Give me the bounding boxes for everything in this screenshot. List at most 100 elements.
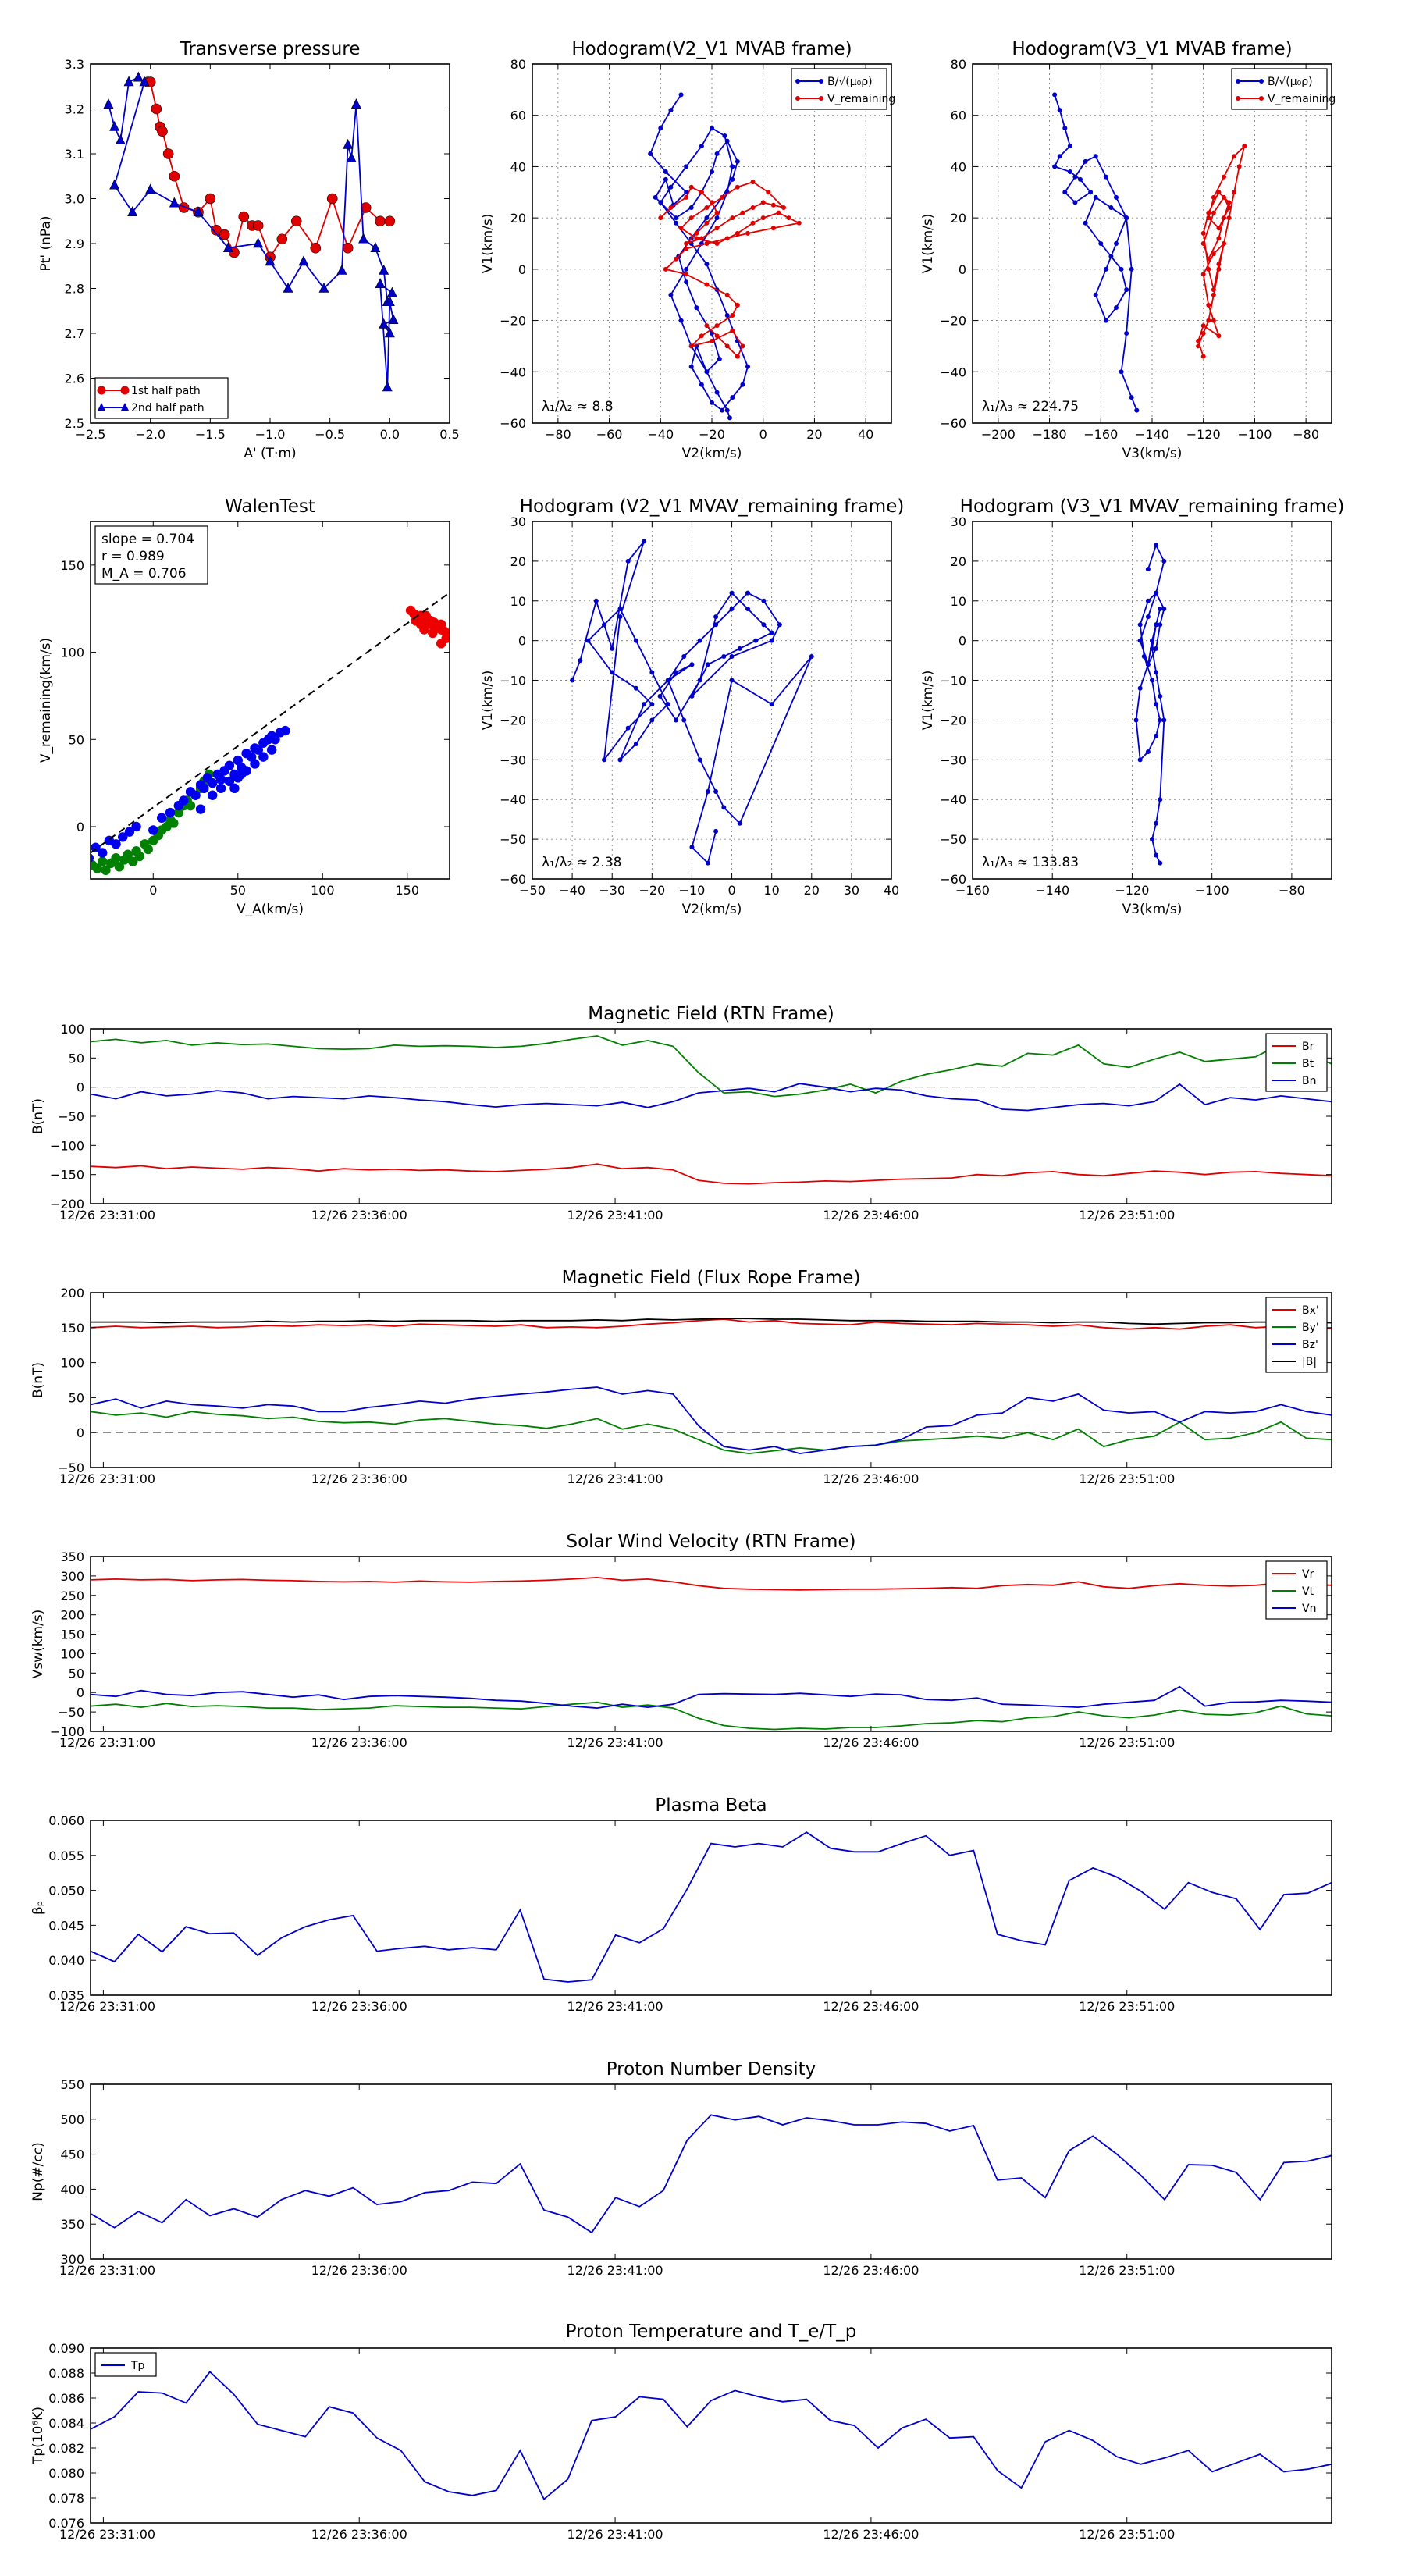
x-tick-label: 12/26 23:36:00 bbox=[311, 1471, 407, 1486]
data-point bbox=[101, 865, 111, 876]
data-point bbox=[165, 807, 176, 818]
data-point bbox=[713, 789, 719, 795]
data-point bbox=[215, 774, 226, 785]
y-tick-label: −20 bbox=[940, 713, 966, 728]
series-line-b bbox=[571, 540, 813, 865]
legend-label: 1st half path bbox=[131, 385, 201, 397]
plot-area bbox=[91, 1035, 1332, 1185]
series-line--b- bbox=[91, 1318, 1332, 1325]
y-tick-label: −10 bbox=[500, 674, 526, 688]
data-point bbox=[143, 844, 154, 855]
data-point bbox=[1088, 190, 1094, 195]
data-point bbox=[668, 292, 674, 297]
data-point bbox=[1200, 272, 1206, 277]
data-point bbox=[1206, 302, 1211, 308]
data-point bbox=[1103, 318, 1108, 323]
y-tick-label: −20 bbox=[500, 314, 526, 329]
x-tick-label: 12/26 23:36:00 bbox=[311, 2263, 407, 2278]
y-tick-label: −40 bbox=[940, 365, 966, 379]
legend-marker bbox=[795, 96, 800, 101]
data-point bbox=[1232, 154, 1237, 159]
data-point bbox=[665, 678, 670, 683]
y-tick-label: 0.084 bbox=[48, 2416, 84, 2431]
x-tick-label: 12/26 23:36:00 bbox=[311, 1999, 407, 2014]
data-point bbox=[1236, 164, 1242, 169]
data-point bbox=[761, 598, 767, 603]
legend-label: Vn bbox=[1302, 1603, 1316, 1615]
data-point bbox=[668, 184, 674, 190]
axes-frame bbox=[972, 521, 1332, 880]
x-tick-label: −60 bbox=[596, 427, 623, 442]
data-point bbox=[1154, 852, 1159, 858]
y-tick-label: 150 bbox=[60, 1628, 84, 1642]
data-point bbox=[358, 233, 369, 244]
data-point bbox=[1206, 215, 1211, 221]
data-point bbox=[730, 328, 735, 333]
data-point bbox=[1072, 174, 1078, 180]
x-tick-label: −80 bbox=[1293, 427, 1319, 442]
chart-panel-tp: Proton Temperature and T_e/T_p 12/26 23:3… bbox=[30, 2322, 1332, 2542]
x-tick-label: 150 bbox=[395, 883, 419, 898]
data-point bbox=[326, 193, 338, 205]
data-point bbox=[1141, 654, 1147, 660]
data-point bbox=[1206, 266, 1211, 272]
data-point bbox=[737, 820, 742, 826]
data-point bbox=[694, 305, 699, 311]
data-point bbox=[1114, 305, 1119, 311]
data-point bbox=[384, 327, 395, 338]
data-point bbox=[253, 745, 264, 755]
data-point bbox=[91, 853, 94, 863]
y-tick-label: 0.090 bbox=[48, 2341, 84, 2356]
y-tick-label: −50 bbox=[58, 1461, 84, 1475]
legend-label: Tp bbox=[130, 2360, 145, 2372]
data-point bbox=[1211, 318, 1216, 323]
data-point bbox=[610, 646, 615, 651]
data-point bbox=[699, 333, 704, 339]
data-point bbox=[678, 226, 684, 231]
y-tick-label: −40 bbox=[940, 792, 966, 807]
data-point bbox=[252, 220, 264, 231]
data-point bbox=[346, 152, 357, 163]
y-tick-label: 500 bbox=[60, 2112, 84, 2127]
data-point bbox=[253, 237, 264, 248]
chart-panel-np: Proton Number Density 12/26 23:31:00 12/26… bbox=[30, 2059, 1332, 2278]
y-tick-label: 40 bbox=[510, 159, 526, 174]
x-tick-label: 12/26 23:41:00 bbox=[567, 1208, 663, 1222]
series-line-br bbox=[91, 1163, 1332, 1185]
data-point bbox=[674, 717, 678, 723]
data-point bbox=[111, 852, 121, 863]
series-line-vn bbox=[91, 1685, 1332, 1710]
y-tick-label: −50 bbox=[940, 832, 966, 847]
axes-frame bbox=[90, 2083, 1332, 2260]
legend: Vr Vt Vn bbox=[1265, 1560, 1328, 1620]
plot-area bbox=[91, 2371, 1332, 2501]
walen-stat: slope = 0.704 bbox=[101, 532, 194, 547]
fit-line bbox=[91, 592, 450, 854]
data-point bbox=[681, 654, 687, 660]
axes-frame bbox=[90, 1292, 1332, 1468]
y-tick-label: 20 bbox=[510, 211, 526, 226]
data-point bbox=[714, 390, 720, 395]
y-tick-label: 0.045 bbox=[48, 1918, 84, 1933]
y-tick-label: 40 bbox=[951, 159, 966, 174]
data-point bbox=[1067, 169, 1072, 174]
x-tick-label: 12/26 23:46:00 bbox=[823, 1208, 919, 1222]
data-point bbox=[769, 702, 774, 707]
data-point bbox=[585, 638, 591, 643]
data-point bbox=[1211, 292, 1216, 297]
data-point bbox=[1161, 717, 1167, 723]
y-tick-label: −30 bbox=[500, 753, 526, 767]
y-tick-label: 0 bbox=[76, 1080, 84, 1095]
legend-label: Bz' bbox=[1302, 1339, 1318, 1351]
legend-label: Br bbox=[1302, 1041, 1314, 1053]
y-tick-label: 0 bbox=[959, 634, 966, 649]
data-point bbox=[721, 805, 727, 810]
data-point bbox=[1154, 622, 1159, 628]
data-point bbox=[724, 236, 730, 241]
y-tick-label: 0.060 bbox=[48, 1813, 84, 1828]
data-point bbox=[663, 169, 668, 174]
data-point bbox=[360, 202, 372, 213]
data-point bbox=[205, 193, 216, 205]
data-point bbox=[222, 242, 233, 253]
